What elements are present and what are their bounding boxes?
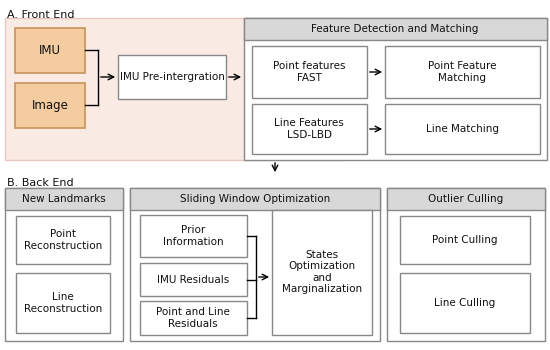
- Text: Image: Image: [31, 98, 68, 112]
- Text: Point and Line
Residuals: Point and Line Residuals: [156, 307, 230, 329]
- Text: Sliding Window Optimization: Sliding Window Optimization: [180, 194, 330, 204]
- Text: Line
Reconstruction: Line Reconstruction: [24, 292, 102, 314]
- Bar: [5, 18, 342, 160]
- Bar: [400, 273, 530, 333]
- Text: Point Feature
Matching: Point Feature Matching: [428, 61, 496, 83]
- Bar: [15, 83, 85, 128]
- Bar: [140, 263, 247, 296]
- Text: Line Features
LSD-LBD: Line Features LSD-LBD: [274, 118, 344, 140]
- Text: B. Back End: B. Back End: [7, 178, 74, 188]
- Bar: [385, 104, 540, 154]
- Bar: [15, 28, 85, 73]
- Bar: [16, 273, 110, 333]
- Bar: [400, 216, 530, 264]
- Text: Point Culling: Point Culling: [432, 235, 498, 245]
- Text: States
Optimization
and
Marginalization: States Optimization and Marginalization: [282, 250, 362, 294]
- Text: Point
Reconstruction: Point Reconstruction: [24, 229, 102, 251]
- Bar: [5, 188, 123, 210]
- Text: Outlier Culling: Outlier Culling: [428, 194, 504, 204]
- Text: Prior
Information: Prior Information: [163, 225, 223, 247]
- Text: New Landmarks: New Landmarks: [22, 194, 106, 204]
- Bar: [387, 188, 545, 210]
- Bar: [5, 188, 123, 341]
- Bar: [252, 104, 367, 154]
- Text: Feature Detection and Matching: Feature Detection and Matching: [311, 24, 478, 34]
- Text: Point features
FAST: Point features FAST: [273, 61, 345, 83]
- Text: Line Matching: Line Matching: [426, 124, 498, 134]
- Bar: [16, 216, 110, 264]
- Bar: [140, 215, 247, 257]
- Bar: [244, 18, 547, 160]
- Text: IMU Residuals: IMU Residuals: [157, 275, 229, 285]
- Text: IMU: IMU: [39, 43, 61, 56]
- Text: IMU Pre-intergration: IMU Pre-intergration: [119, 72, 224, 82]
- Bar: [244, 18, 547, 40]
- Bar: [130, 188, 380, 210]
- Bar: [272, 210, 372, 335]
- Bar: [252, 46, 367, 98]
- Bar: [385, 46, 540, 98]
- Bar: [118, 55, 226, 99]
- Bar: [130, 188, 380, 341]
- Text: A. Front End: A. Front End: [7, 10, 74, 20]
- Text: Line Culling: Line Culling: [434, 298, 496, 308]
- Bar: [387, 188, 545, 341]
- Bar: [140, 301, 247, 335]
